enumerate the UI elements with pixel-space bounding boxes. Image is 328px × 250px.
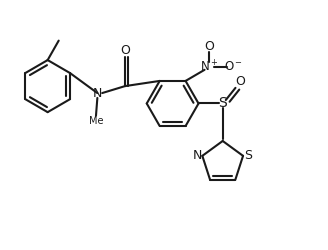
Text: O: O xyxy=(120,44,130,57)
Text: O: O xyxy=(204,40,214,53)
Text: N: N xyxy=(193,149,202,162)
Text: S: S xyxy=(244,149,252,162)
Text: $\mathregular{O^-}$: $\mathregular{O^-}$ xyxy=(224,60,243,73)
Text: O: O xyxy=(236,75,245,88)
Text: Me: Me xyxy=(89,116,103,126)
Text: N: N xyxy=(93,86,102,100)
Text: $\mathregular{N^+}$: $\mathregular{N^+}$ xyxy=(200,59,218,74)
Text: S: S xyxy=(218,96,227,110)
